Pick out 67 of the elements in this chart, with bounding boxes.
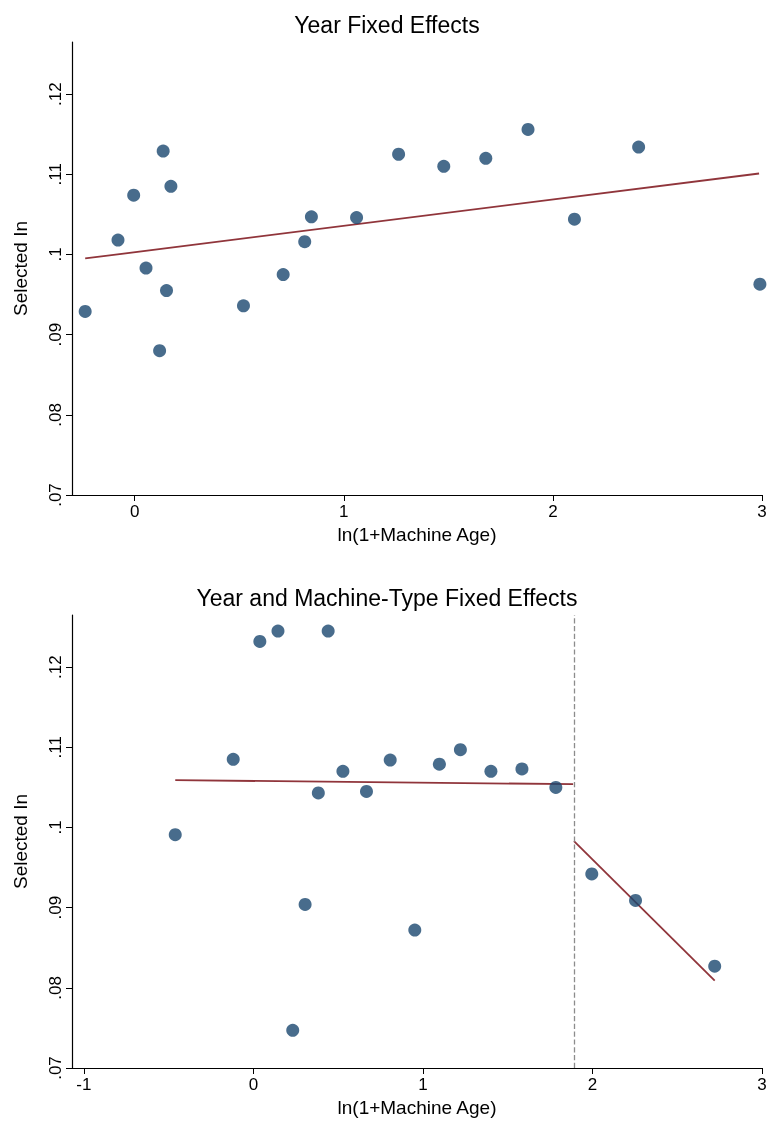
- x-tick-label: 2: [548, 502, 558, 521]
- y-tick-label: .09: [46, 322, 65, 347]
- point: [321, 624, 335, 638]
- point: [156, 144, 170, 158]
- point: [153, 344, 167, 358]
- point: [708, 959, 722, 973]
- y-tick-label: .12: [46, 655, 65, 679]
- x-tick-label: 1: [339, 502, 349, 521]
- point: [350, 211, 364, 225]
- point: [753, 277, 767, 291]
- point: [271, 624, 285, 638]
- point: [383, 753, 397, 767]
- x-axis-title: ln(1+Machine Age): [337, 1096, 497, 1118]
- y-axis-title: Selected In: [10, 220, 31, 317]
- y-tick-label: .07: [46, 1056, 65, 1080]
- point: [298, 235, 312, 249]
- y-tick-label: .08: [46, 976, 65, 1000]
- point: [549, 780, 563, 794]
- point: [437, 159, 451, 173]
- point: [226, 752, 240, 766]
- point: [168, 828, 182, 842]
- point: [139, 261, 153, 275]
- y-tick-label: .07: [46, 483, 65, 507]
- point: [567, 212, 581, 226]
- point: [127, 188, 141, 202]
- x-tick-label: 0: [248, 1075, 259, 1094]
- point: [629, 893, 643, 907]
- point: [276, 268, 290, 282]
- point: [453, 743, 467, 757]
- x-tick-label: 0: [129, 502, 140, 521]
- point: [515, 762, 529, 776]
- point: [78, 304, 92, 318]
- point: [432, 757, 446, 771]
- point: [336, 764, 350, 778]
- point: [311, 786, 325, 800]
- y-tick-label: .1: [46, 820, 65, 835]
- point: [359, 784, 373, 798]
- point: [479, 151, 493, 165]
- chart-title: Year and Machine-Type Fixed Effects: [196, 584, 578, 611]
- point: [164, 179, 178, 193]
- point: [408, 923, 422, 937]
- point: [304, 210, 318, 224]
- point: [253, 634, 267, 648]
- y-axis-title: Selected In: [10, 793, 31, 890]
- y-tick-label: .11: [46, 163, 65, 186]
- x-axis-title: ln(1+Machine Age): [337, 523, 497, 545]
- y-tick-label: .11: [46, 736, 65, 759]
- point: [298, 897, 312, 911]
- x-tick-label: -1: [76, 1075, 92, 1094]
- x-tick-label: 3: [757, 1075, 767, 1094]
- point: [392, 147, 406, 161]
- point: [236, 299, 250, 313]
- x-tick-label: 1: [418, 1075, 428, 1094]
- x-tick-label: 3: [757, 502, 767, 521]
- y-tick-label: .08: [46, 403, 65, 427]
- point: [632, 140, 646, 154]
- point: [521, 122, 535, 136]
- y-tick-label: .09: [46, 895, 65, 920]
- x-tick-label: 2: [587, 1075, 598, 1094]
- point: [484, 764, 498, 778]
- point: [111, 233, 125, 247]
- y-tick-label: .12: [46, 82, 65, 106]
- point: [160, 284, 174, 298]
- chart-title: Year Fixed Effects: [294, 11, 480, 38]
- point: [585, 867, 599, 881]
- y-tick-label: .1: [46, 247, 65, 262]
- point: [286, 1023, 300, 1037]
